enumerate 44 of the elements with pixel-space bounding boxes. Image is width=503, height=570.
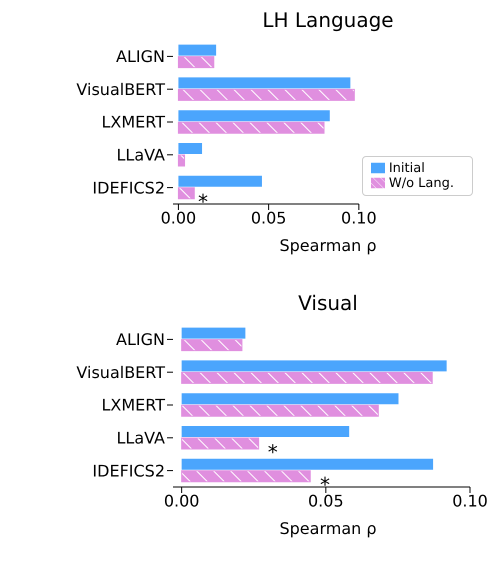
chart-title: LH Language <box>261 8 395 34</box>
bar <box>178 154 186 166</box>
bar <box>178 142 202 154</box>
bar <box>178 44 216 56</box>
bar <box>182 458 434 470</box>
chart-title: Visual <box>297 291 359 317</box>
y-tick-label: VisualBERT <box>76 362 166 382</box>
bar <box>178 77 350 88</box>
y-tick-label: LLaVA <box>116 145 166 164</box>
bar <box>178 88 355 101</box>
y-tick-label: IDEFICS2 <box>92 178 165 198</box>
y-tick-label: LXMERT <box>101 112 166 132</box>
bar <box>178 122 325 134</box>
bar <box>178 187 195 200</box>
bar <box>181 339 242 352</box>
y-tick-label: ALIGN <box>116 330 165 350</box>
x-tick-label: 0.00 <box>164 491 200 510</box>
legend-label: W/o Lang. <box>388 176 454 191</box>
y-tick-label: VisualBERT <box>76 80 166 99</box>
bar <box>181 372 433 384</box>
y-tick-label: ALIGN <box>116 47 165 66</box>
legend-label: Initial <box>388 161 425 176</box>
x-tick-label: 0.05 <box>308 491 344 510</box>
y-tick-label: LLaVA <box>116 428 166 448</box>
x-tick-label: 0.05 <box>250 208 286 228</box>
x-axis-title: Spearman ρ <box>278 236 378 255</box>
y-tick-label: LXMERT <box>101 396 166 415</box>
bar <box>178 176 262 187</box>
bar <box>178 110 330 122</box>
bar <box>181 404 379 417</box>
x-tick-label: 0.10 <box>452 491 488 510</box>
x-tick-label: 0.00 <box>160 208 196 228</box>
x-axis-title: Spearman ρ <box>278 519 378 538</box>
annotation: * <box>198 190 208 214</box>
bar <box>182 360 447 372</box>
bar <box>182 426 350 437</box>
bar <box>178 56 214 68</box>
y-tick-label: IDEFICS2 <box>92 461 165 480</box>
bar <box>182 393 398 404</box>
x-tick-label: 0.10 <box>341 208 377 228</box>
bar <box>182 328 246 339</box>
bar <box>181 470 311 482</box>
annotation: * <box>268 440 278 464</box>
bar <box>181 437 260 450</box>
